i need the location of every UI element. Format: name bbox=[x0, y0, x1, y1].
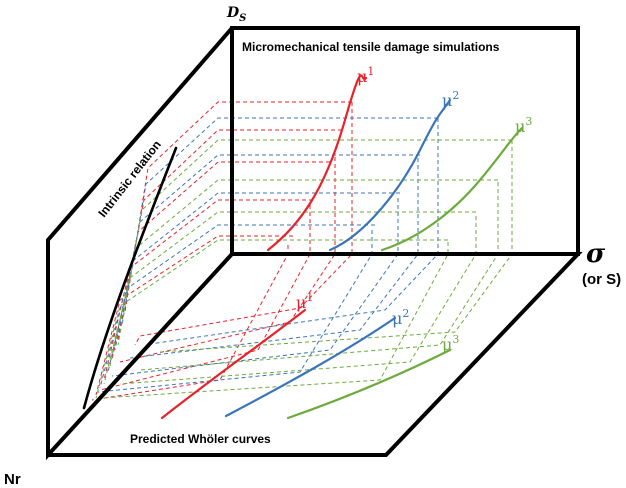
sigma-axis-label: σ bbox=[586, 239, 606, 269]
blue-curve-top bbox=[328, 98, 452, 252]
nr-axis-label: Nr bbox=[4, 471, 21, 488]
green-curve-bottom bbox=[286, 348, 452, 420]
bottom-panel-border bbox=[48, 252, 583, 457]
green-projection-lines bbox=[95, 139, 513, 399]
curves bbox=[82, 74, 524, 420]
frame bbox=[46, 26, 583, 461]
top-panel-title: Micromechanical tensile damage simulatio… bbox=[242, 40, 500, 54]
mu3-bottom-label: μ3 bbox=[442, 333, 459, 354]
red-curve-bottom bbox=[160, 308, 307, 420]
blue-curve-bottom bbox=[224, 316, 397, 418]
ds-axis-label: DS bbox=[226, 5, 246, 24]
side-panel-border bbox=[46, 26, 234, 461]
top-panel-border bbox=[230, 26, 580, 256]
mu1-top-label: μ1 bbox=[357, 65, 374, 86]
mu1-bottom-label: μ1 bbox=[296, 291, 313, 312]
bottom-panel-title: Predicted Whöler curves bbox=[130, 432, 271, 446]
red-curve-top bbox=[266, 74, 368, 252]
projection-lines bbox=[91, 101, 513, 401]
mu2-top-label: μ2 bbox=[442, 89, 459, 110]
blue-projection-lines bbox=[97, 117, 439, 393]
mu2-bottom-label: μ2 bbox=[392, 307, 409, 328]
series-labels: μ1 μ2 μ3 μ1 μ2 μ3 bbox=[296, 65, 532, 354]
green-curve-top bbox=[380, 126, 524, 252]
intrinsic-relation-curve bbox=[82, 146, 178, 410]
sigma-alt-label: (or S) bbox=[582, 271, 621, 288]
mu3-top-label: μ3 bbox=[515, 115, 532, 136]
